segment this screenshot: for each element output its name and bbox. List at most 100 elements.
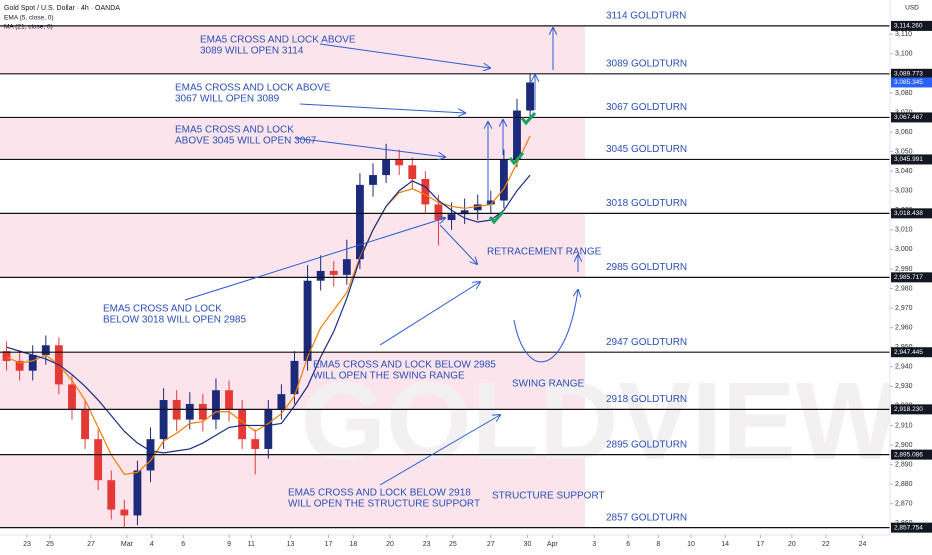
y-tick-label: 2,870 — [895, 501, 913, 508]
y-tick-label: 2,990 — [895, 266, 913, 273]
y-tick-label: 2,900 — [895, 442, 913, 449]
annotation: 3067 WILL OPEN 3089 — [175, 94, 280, 105]
candle-body — [81, 409, 89, 440]
candle-body — [395, 159, 404, 166]
price-tag — [891, 404, 932, 415]
last-price-label: 3,085.345 — [894, 79, 923, 86]
arrows — [184, 28, 578, 486]
x-tick-label: 14 — [721, 541, 729, 548]
candle-body — [2, 351, 11, 361]
candle-body — [238, 409, 247, 440]
candle-body — [94, 439, 103, 481]
candle-body — [290, 360, 299, 395]
candle-body — [421, 178, 430, 205]
x-tick-label: Mar — [121, 541, 134, 548]
annotation: SWING RANGE — [512, 379, 585, 390]
price-tag-label: 2,985.717 — [894, 274, 923, 281]
level-label: 2857 GOLDTURN — [606, 512, 687, 523]
x-tick-label: 3 — [592, 541, 596, 548]
y-tick-label: 2,960 — [895, 324, 913, 331]
candle-body — [28, 355, 37, 371]
annotation: RETRACEMENT RANGE — [487, 247, 602, 258]
level-label: 3089 GOLDTURN — [606, 58, 687, 69]
price-tag-label: 3,045.991 — [894, 156, 923, 163]
x-tick-label: 17 — [757, 541, 765, 548]
candle-body — [41, 345, 50, 356]
candle-body — [329, 270, 338, 275]
x-tick-label: 23 — [423, 541, 431, 548]
x-tick-label: 13 — [287, 541, 295, 548]
x-tick-label: 10 — [687, 541, 695, 548]
annotation: WILL OPEN THE STRUCTURE SUPPORT — [288, 499, 480, 510]
annotation: BELOW 3018 WILL OPEN 2985 — [103, 315, 246, 326]
x-tick-label: 6 — [181, 541, 185, 548]
x-tick-label: 27 — [487, 541, 495, 548]
indicator-label: EMA (5, close, 0) — [4, 15, 54, 22]
candle-body — [486, 200, 495, 205]
x-tick-label: 9 — [227, 541, 231, 548]
price-tag — [891, 522, 932, 533]
y-tick-label: 2,970 — [895, 305, 913, 312]
level-label: 3114 GOLDTURN — [606, 11, 686, 22]
x-tick-label: 30 — [524, 541, 532, 548]
x-tick-label: 4 — [150, 541, 154, 548]
ma-line — [6, 174, 531, 454]
price-tag — [891, 347, 932, 358]
candle-body — [473, 204, 482, 211]
y-tick-label: 3,000 — [895, 246, 913, 253]
annotation: EMA5 CROSS AND LOCK — [103, 304, 222, 315]
x-tick-label: 24 — [859, 541, 867, 548]
x-tick-label: 6 — [626, 541, 630, 548]
candle-body — [408, 165, 417, 179]
candle-body — [460, 210, 469, 215]
level-label: 2947 GOLDTURN — [606, 337, 687, 348]
annotation: WILL OPEN THE SWING RANGE — [313, 371, 465, 382]
candle-body — [264, 409, 273, 449]
candle-body — [356, 184, 364, 260]
annotation: 3089 WILL OPEN 3114 — [200, 46, 304, 57]
x-tick-label: 18 — [349, 541, 357, 548]
candle-body — [499, 159, 508, 201]
annotation: EMA5 CROSS AND LOCK — [175, 125, 294, 136]
price-tag — [891, 208, 932, 219]
level-label: 2895 GOLDTURN — [606, 439, 687, 450]
x-tick-label: 27 — [87, 541, 95, 548]
annotation: EMA5 CROSS AND LOCK ABOVE — [175, 83, 331, 94]
x-tick-label: 25 — [46, 541, 54, 548]
level-label: 2918 GOLDTURN — [606, 394, 687, 405]
y-tick-label: 2,930 — [895, 383, 913, 390]
indicator-label: MA (21, close, 0) — [4, 24, 53, 31]
price-tag — [891, 20, 932, 31]
y-tick-label: 3,110 — [895, 31, 912, 38]
candle-body — [159, 400, 168, 440]
candle-body — [251, 439, 260, 449]
candle-body — [212, 390, 220, 420]
y-tick-label: 3,060 — [895, 129, 913, 136]
x-tick-label: 20 — [788, 541, 796, 548]
x-tick-label: 23 — [23, 541, 31, 548]
candle-body — [369, 175, 377, 185]
price-tag-label: 2,947.445 — [894, 349, 923, 356]
price-tag — [891, 154, 932, 165]
candle-body — [68, 384, 76, 410]
x-tick-label: Apr — [547, 541, 559, 548]
price-tag-label: 2,857.754 — [894, 524, 923, 531]
price-tag-label: 3,067.467 — [894, 114, 923, 121]
x-tick-label: 22 — [822, 541, 830, 548]
x-tick-label: 11 — [248, 541, 255, 548]
watermark: GOLDVIEW — [301, 360, 900, 483]
y-tick-label: 2,880 — [895, 481, 913, 488]
candle-body — [316, 270, 325, 281]
price-tag-label: 3,089.773 — [894, 71, 923, 78]
price-tag — [891, 112, 932, 123]
x-tick-label: 20 — [386, 541, 394, 548]
level-label: 3018 GOLDTURN — [606, 198, 687, 209]
y-tick-label: 2,910 — [895, 422, 913, 429]
x-tick-label: 8 — [656, 541, 660, 548]
candle-body — [434, 204, 443, 221]
symbol-title: Gold Spot / U.S. Dollar · 4h · OANDA — [4, 5, 120, 12]
price-tag-label: 2,918.230 — [894, 406, 923, 413]
annotation: EMA5 CROSS AND LOCK ABOVE — [200, 35, 356, 46]
candle-body — [513, 110, 521, 160]
y-tick-label: 3,010 — [895, 227, 913, 234]
